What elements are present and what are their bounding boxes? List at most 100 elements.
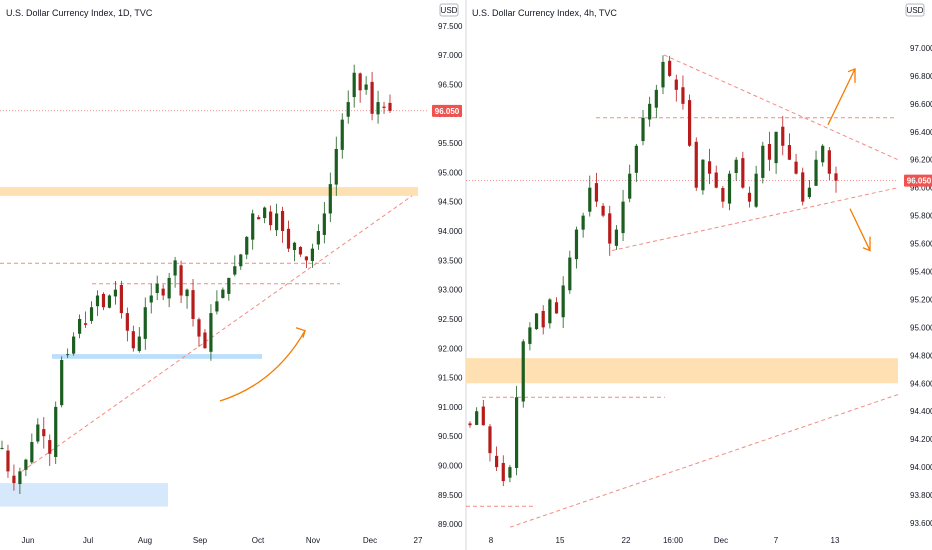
candle-body bbox=[834, 173, 838, 181]
candle-body bbox=[382, 106, 386, 108]
candle-body bbox=[203, 332, 207, 349]
currency-label: USD bbox=[907, 6, 924, 15]
y-tick-label: 95.000 bbox=[438, 168, 463, 177]
x-tick-label: 27 bbox=[414, 536, 423, 545]
y-tick-label: 97.500 bbox=[438, 22, 463, 31]
support-zone-low bbox=[0, 483, 168, 507]
candle-body bbox=[334, 148, 338, 185]
x-tick-label: 8 bbox=[489, 536, 494, 545]
candle-body bbox=[221, 289, 225, 299]
candle-body bbox=[18, 471, 22, 485]
long-trendline bbox=[509, 393, 899, 528]
breakdown-arrow bbox=[849, 208, 871, 251]
y-tick-label: 89.500 bbox=[438, 491, 463, 500]
candle-body bbox=[548, 299, 552, 324]
candle-body bbox=[468, 423, 472, 426]
candle-body bbox=[215, 301, 219, 312]
candle-body bbox=[197, 319, 201, 337]
candle-body bbox=[30, 442, 34, 463]
candle-body bbox=[89, 307, 94, 321]
x-tick-label: 7 bbox=[774, 536, 779, 545]
y-tick-label: 95.600 bbox=[910, 240, 932, 249]
candle-body bbox=[95, 295, 100, 307]
candle-body bbox=[12, 475, 16, 484]
chart-pane-4h[interactable]: U.S. Dollar Currency Index, 4h, TVC 97.0… bbox=[466, 3, 932, 545]
candle-body bbox=[588, 187, 592, 212]
candle-body bbox=[495, 455, 499, 468]
support-zone bbox=[52, 354, 262, 359]
y-tick-label: 93.000 bbox=[438, 286, 463, 295]
candle-body bbox=[340, 119, 344, 150]
x-tick-label: Jun bbox=[22, 536, 35, 545]
y-tick-label: 94.600 bbox=[910, 379, 932, 388]
candle-body bbox=[747, 192, 752, 202]
candle-body bbox=[257, 217, 261, 220]
candle-body bbox=[358, 73, 362, 91]
candle-body bbox=[286, 228, 291, 249]
candle-body bbox=[376, 102, 380, 115]
resistance-zone bbox=[0, 187, 418, 196]
candle-body bbox=[574, 229, 579, 260]
candle-body bbox=[594, 183, 599, 202]
candle-body bbox=[628, 173, 632, 199]
candle-body bbox=[131, 331, 135, 349]
candle-body bbox=[48, 440, 52, 454]
candle-body bbox=[173, 260, 177, 276]
y-tick-label: 96.600 bbox=[910, 100, 932, 109]
candle-body bbox=[734, 159, 738, 173]
candle-body bbox=[827, 150, 831, 174]
candle-body bbox=[648, 103, 652, 120]
candle-body bbox=[167, 277, 171, 299]
descending-trendline bbox=[663, 54, 899, 161]
candle-body bbox=[322, 213, 326, 235]
chart-title-daily: U.S. Dollar Currency Index, 1D, TVC bbox=[6, 8, 153, 18]
candle-body bbox=[541, 310, 545, 328]
candle-body bbox=[694, 141, 698, 188]
candle-body bbox=[263, 207, 267, 219]
arrow-head bbox=[295, 327, 306, 338]
y-tick-label: 96.400 bbox=[910, 128, 932, 137]
candle-body bbox=[707, 161, 712, 174]
x-tick-label: Nov bbox=[306, 536, 320, 545]
resistance-zone bbox=[466, 358, 898, 384]
candle-body bbox=[714, 172, 718, 188]
y-tick-label: 90.500 bbox=[438, 432, 463, 441]
candle-body bbox=[274, 213, 279, 231]
candle-body bbox=[119, 285, 123, 314]
x-tick-label: Dec bbox=[363, 536, 377, 545]
candle-body bbox=[601, 205, 605, 216]
candle-body bbox=[781, 126, 785, 146]
candle-body bbox=[316, 231, 320, 245]
candle-body bbox=[727, 173, 732, 204]
candle-body bbox=[554, 302, 559, 314]
candle-body bbox=[161, 288, 165, 296]
candle-body bbox=[661, 61, 665, 88]
candle-body bbox=[6, 450, 10, 472]
candle-body bbox=[721, 188, 725, 202]
candle-body bbox=[251, 213, 255, 240]
candle-body bbox=[794, 161, 798, 174]
chart-pane-daily[interactable]: U.S. Dollar Currency Index, 1D, TVC 97.5… bbox=[0, 3, 463, 545]
y-tick-label: 97.000 bbox=[438, 51, 463, 60]
candle-body bbox=[245, 236, 249, 255]
candle-body bbox=[370, 81, 374, 114]
candle-body bbox=[0, 447, 4, 449]
candle-body bbox=[521, 341, 525, 402]
y-tick-label: 97.000 bbox=[910, 44, 932, 53]
candle-body bbox=[581, 215, 585, 230]
candle-body bbox=[83, 323, 88, 325]
y-tick-label: 94.000 bbox=[438, 227, 463, 236]
candle-body bbox=[137, 336, 141, 351]
y-tick-label: 89.000 bbox=[438, 520, 463, 529]
x-tick-label: 13 bbox=[831, 536, 840, 545]
x-tick-label: 22 bbox=[622, 536, 631, 545]
candle-body bbox=[227, 277, 231, 294]
candle-body bbox=[239, 254, 243, 267]
candle-body bbox=[674, 79, 678, 90]
candle-body bbox=[191, 290, 195, 319]
y-tick-label: 94.200 bbox=[910, 435, 932, 444]
arrow-head bbox=[862, 236, 871, 252]
candle-body bbox=[310, 248, 314, 261]
candle-body bbox=[328, 184, 332, 214]
